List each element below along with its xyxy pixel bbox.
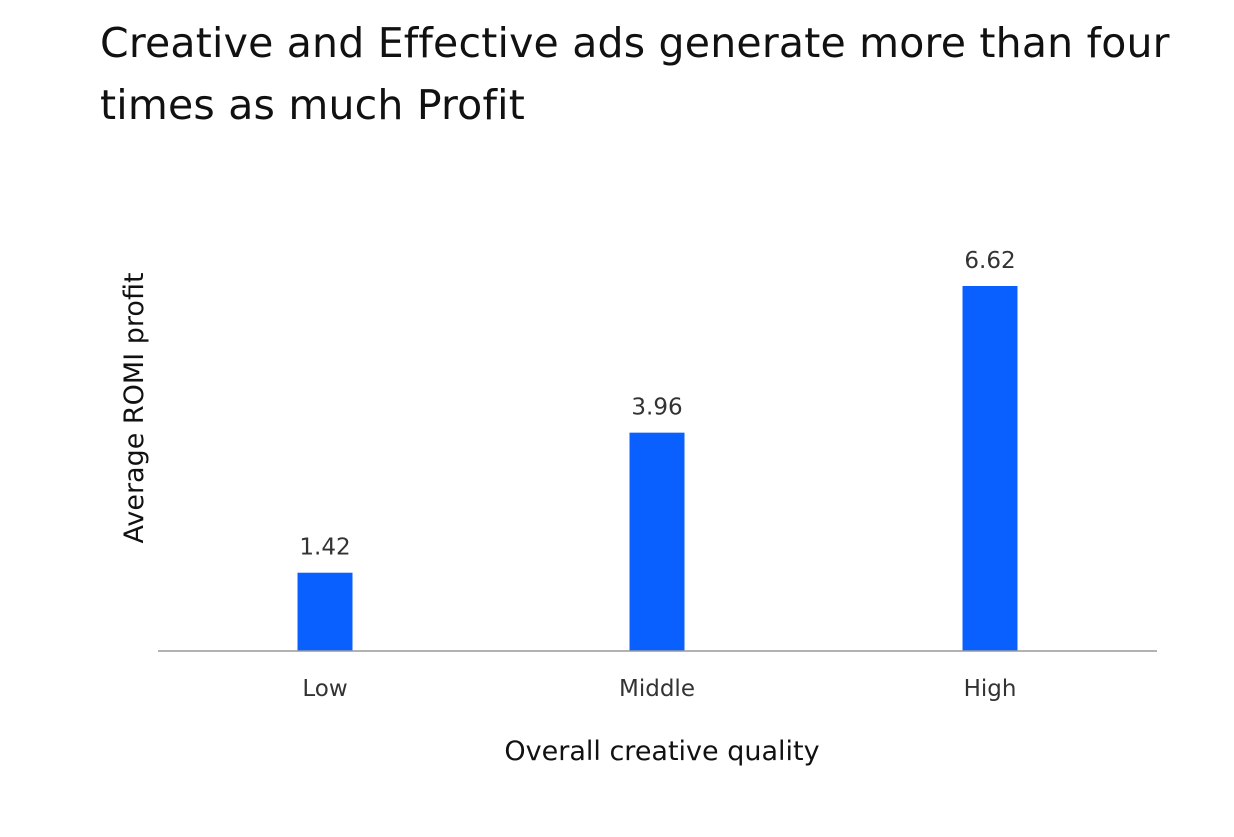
data-labels-group: 1.42 3.96 6.62 <box>299 248 1015 561</box>
bar-high <box>962 286 1018 651</box>
bars-group <box>297 286 1018 651</box>
x-tick-labels-group: Low Middle High <box>302 676 1016 702</box>
bar-low <box>297 572 353 651</box>
x-axis-label: Overall creative quality <box>504 736 819 767</box>
bar-middle <box>629 432 685 651</box>
data-label-middle: 3.96 <box>631 395 682 421</box>
data-label-high: 6.62 <box>964 248 1015 274</box>
chart-title: Creative and Effective ads generate more… <box>100 19 1170 129</box>
x-tick-label-high: High <box>964 676 1017 702</box>
x-tick-label-low: Low <box>302 676 347 702</box>
data-label-low: 1.42 <box>299 535 350 561</box>
x-tick-label-middle: Middle <box>619 676 695 702</box>
y-axis-label: Average ROMI profit <box>119 272 150 543</box>
